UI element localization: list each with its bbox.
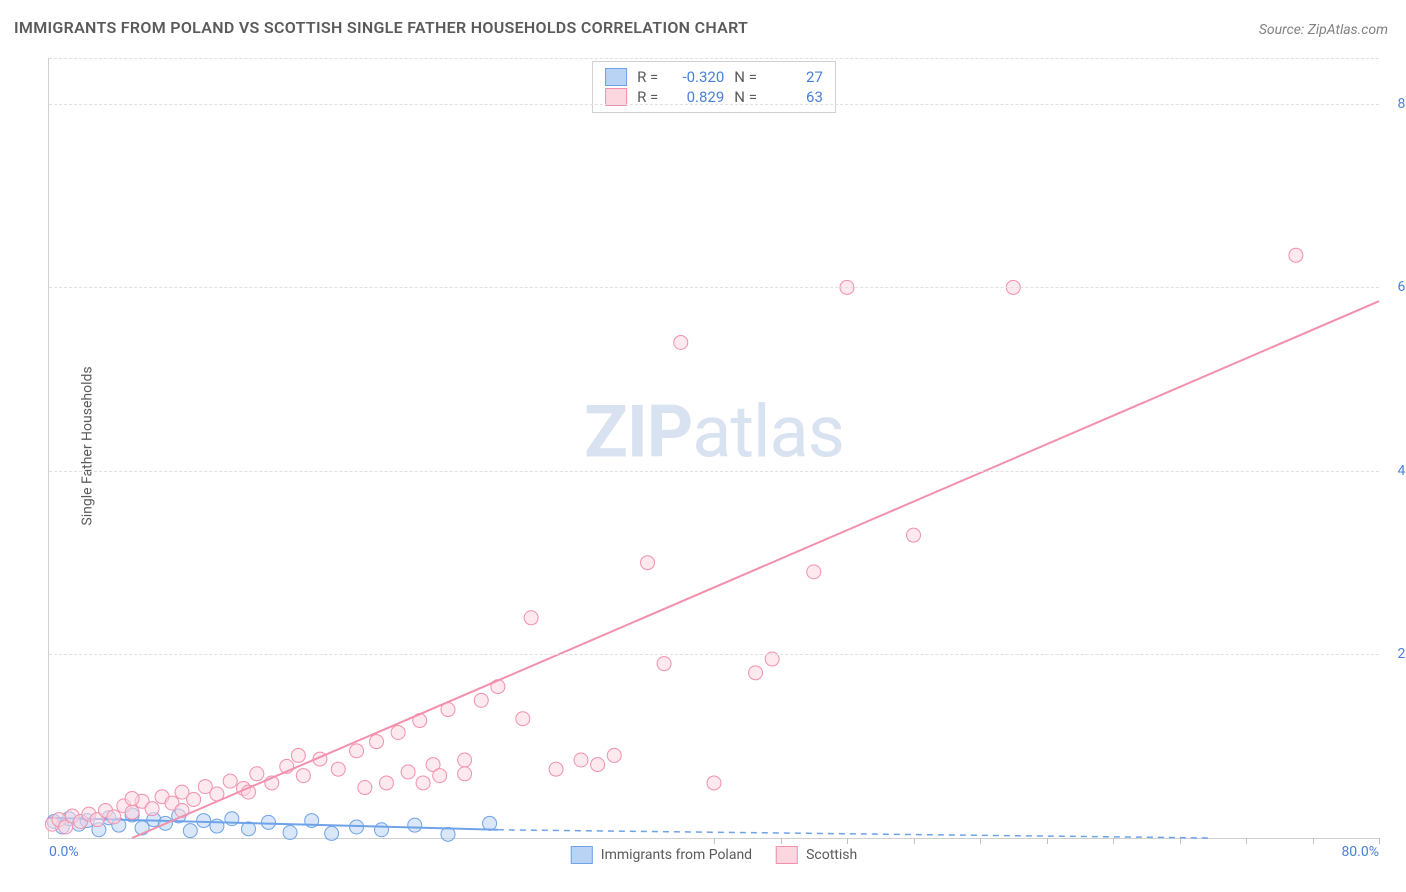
legend-item: Scottish <box>776 846 857 864</box>
gridline <box>49 104 1379 105</box>
gridline <box>49 471 1379 472</box>
x-axis-tick-min: 0.0% <box>49 844 79 860</box>
scatter-point <box>291 748 305 762</box>
scatter-point <box>641 556 655 570</box>
scatter-point <box>296 769 310 783</box>
scatter-point <box>401 765 415 779</box>
scatter-point <box>591 758 605 772</box>
scatter-point <box>707 776 721 790</box>
trend-line <box>132 301 1379 838</box>
trend-line-extension <box>498 830 1213 838</box>
x-tick-mark <box>781 838 782 844</box>
x-axis-tick-max: 80.0% <box>1341 844 1379 860</box>
scatter-point <box>370 735 384 749</box>
legend-swatch-blue <box>571 846 593 864</box>
chart-plot-area: ZIPatlas R = -0.320 N = 27 R = 0.829 N =… <box>48 58 1379 839</box>
x-tick-mark <box>914 838 915 844</box>
scatter-point <box>483 816 497 830</box>
legend-item-label: Scottish <box>806 847 857 863</box>
scatter-point <box>325 826 339 840</box>
scatter-point <box>408 818 422 832</box>
scatter-point <box>807 565 821 579</box>
scatter-point <box>283 825 297 839</box>
gridline <box>49 287 1379 288</box>
source-attribution: Source: ZipAtlas.com <box>1259 22 1388 38</box>
x-tick-mark <box>1113 838 1114 844</box>
scatter-point <box>223 774 237 788</box>
scatter-point <box>375 823 389 837</box>
scatter-point <box>261 815 275 829</box>
scatter-point <box>187 792 201 806</box>
scatter-point <box>416 776 430 790</box>
legend-item: Immigrants from Poland <box>571 846 752 864</box>
scatter-point <box>391 725 405 739</box>
scatter-point <box>350 744 364 758</box>
scatter-point <box>549 762 563 776</box>
x-tick-mark <box>1047 838 1048 844</box>
x-tick-mark <box>1180 838 1181 844</box>
y-axis-tick-label: 20.0% <box>1397 646 1406 662</box>
x-tick-mark <box>1246 838 1247 844</box>
legend-item-label: Immigrants from Poland <box>601 847 752 863</box>
x-tick-mark <box>1313 838 1314 844</box>
scatter-point <box>516 712 530 726</box>
scatter-point <box>183 824 197 838</box>
y-axis-tick-label: 60.0% <box>1397 279 1406 295</box>
scatter-point <box>433 769 447 783</box>
scatter-point <box>607 748 621 762</box>
scatter-point <box>379 776 393 790</box>
scatter-point <box>674 335 688 349</box>
scatter-point <box>458 753 472 767</box>
scatter-point <box>145 802 159 816</box>
gridline <box>49 58 1379 59</box>
scatter-point <box>1289 248 1303 262</box>
scatter-point <box>125 805 139 819</box>
chart-svg <box>49 58 1379 838</box>
x-tick-mark <box>980 838 981 844</box>
scatter-point <box>474 693 488 707</box>
scatter-point <box>250 767 264 781</box>
scatter-point <box>749 666 763 680</box>
scatter-point <box>458 767 472 781</box>
scatter-point <box>657 657 671 671</box>
x-tick-mark <box>1379 838 1380 844</box>
scatter-point <box>358 781 372 795</box>
x-tick-mark <box>714 838 715 844</box>
y-axis-tick-label: 80.0% <box>1397 96 1406 112</box>
y-axis-tick-label: 40.0% <box>1397 463 1406 479</box>
series-legend: Immigrants from Poland Scottish <box>571 846 857 864</box>
legend-swatch-pink <box>776 846 798 864</box>
gridline <box>49 654 1379 655</box>
scatter-point <box>125 792 139 806</box>
x-tick-mark <box>847 838 848 844</box>
scatter-point <box>331 762 345 776</box>
scatter-point <box>197 814 211 828</box>
scatter-point <box>907 528 921 542</box>
scatter-point <box>524 611 538 625</box>
scatter-point <box>107 810 121 824</box>
page-title: IMMIGRANTS FROM POLAND VS SCOTTISH SINGL… <box>14 18 748 37</box>
scatter-point <box>574 753 588 767</box>
